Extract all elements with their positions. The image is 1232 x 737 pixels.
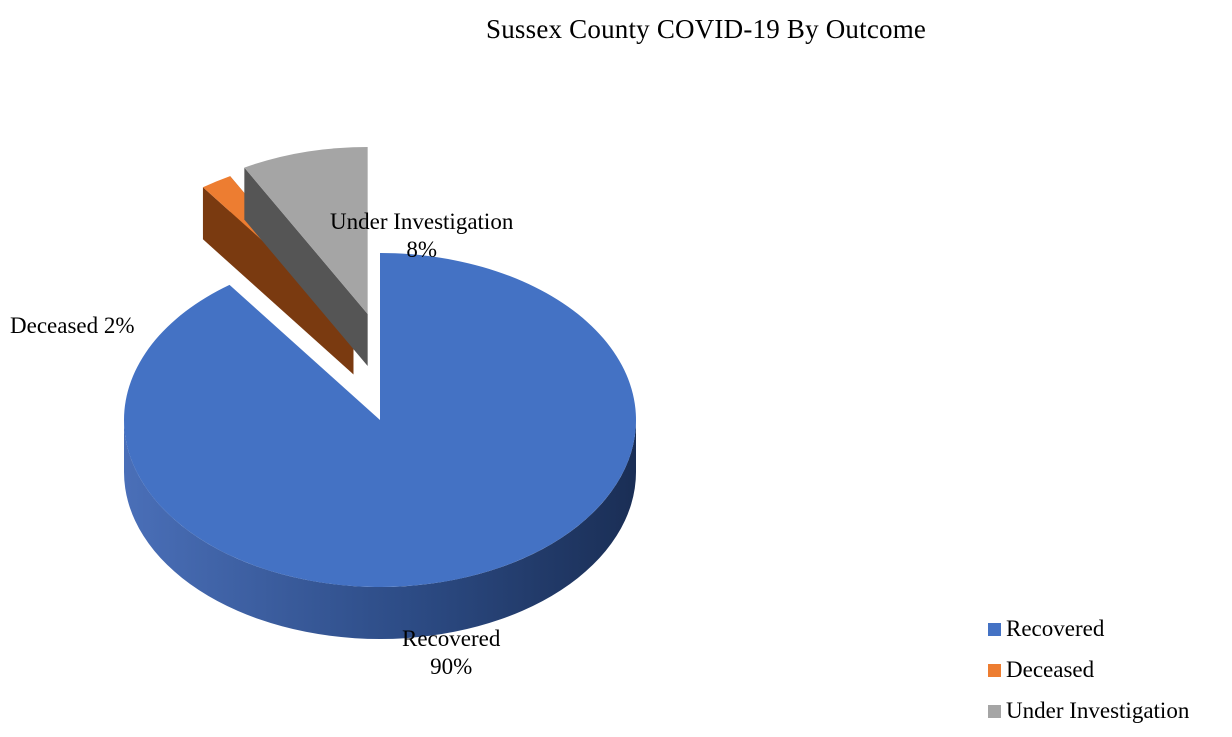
legend-item-deceased[interactable]: Deceased [988,655,1189,685]
legend-label-recovered: Recovered [1006,616,1105,641]
legend-item-recovered[interactable]: Recovered [988,614,1189,644]
legend-swatch-under-investigation [988,704,1001,718]
pie-slice-top [124,253,637,587]
legend-label-deceased: Deceased [1006,657,1095,682]
data-label-deceased-name: Deceased [10,313,99,338]
data-label-recovered-name: Recovered [402,626,501,651]
pie-slice-top [244,146,368,314]
pie-slice-side [244,167,368,366]
legend-item-under-investigation[interactable]: Under Investigation [988,696,1189,726]
legend-swatch-deceased [988,663,1001,677]
pie-slice-under-investigation [244,146,368,366]
pie-slice-side [124,420,636,639]
data-label-deceased: Deceased 2% [10,312,135,340]
data-label-under-investigation-name: Under Investigation [330,209,514,234]
legend-label-under-investigation: Under Investigation [1006,698,1190,723]
data-label-under-investigation-percent: 8% [406,237,437,262]
data-label-deceased-percent: 2% [103,313,135,338]
pie-slice-recovered [124,253,637,639]
data-label-recovered-percent: 90% [430,654,473,679]
legend: Recovered Deceased Under Investigation [988,614,1189,737]
pie-slice-side [202,187,354,375]
legend-swatch-recovered [988,622,1001,636]
chart-title: Sussex County COVID-19 By Outcome [486,14,927,44]
data-label-under-investigation: Under Investigation 8% [330,208,513,264]
data-label-recovered: Recovered 90% [402,625,500,681]
